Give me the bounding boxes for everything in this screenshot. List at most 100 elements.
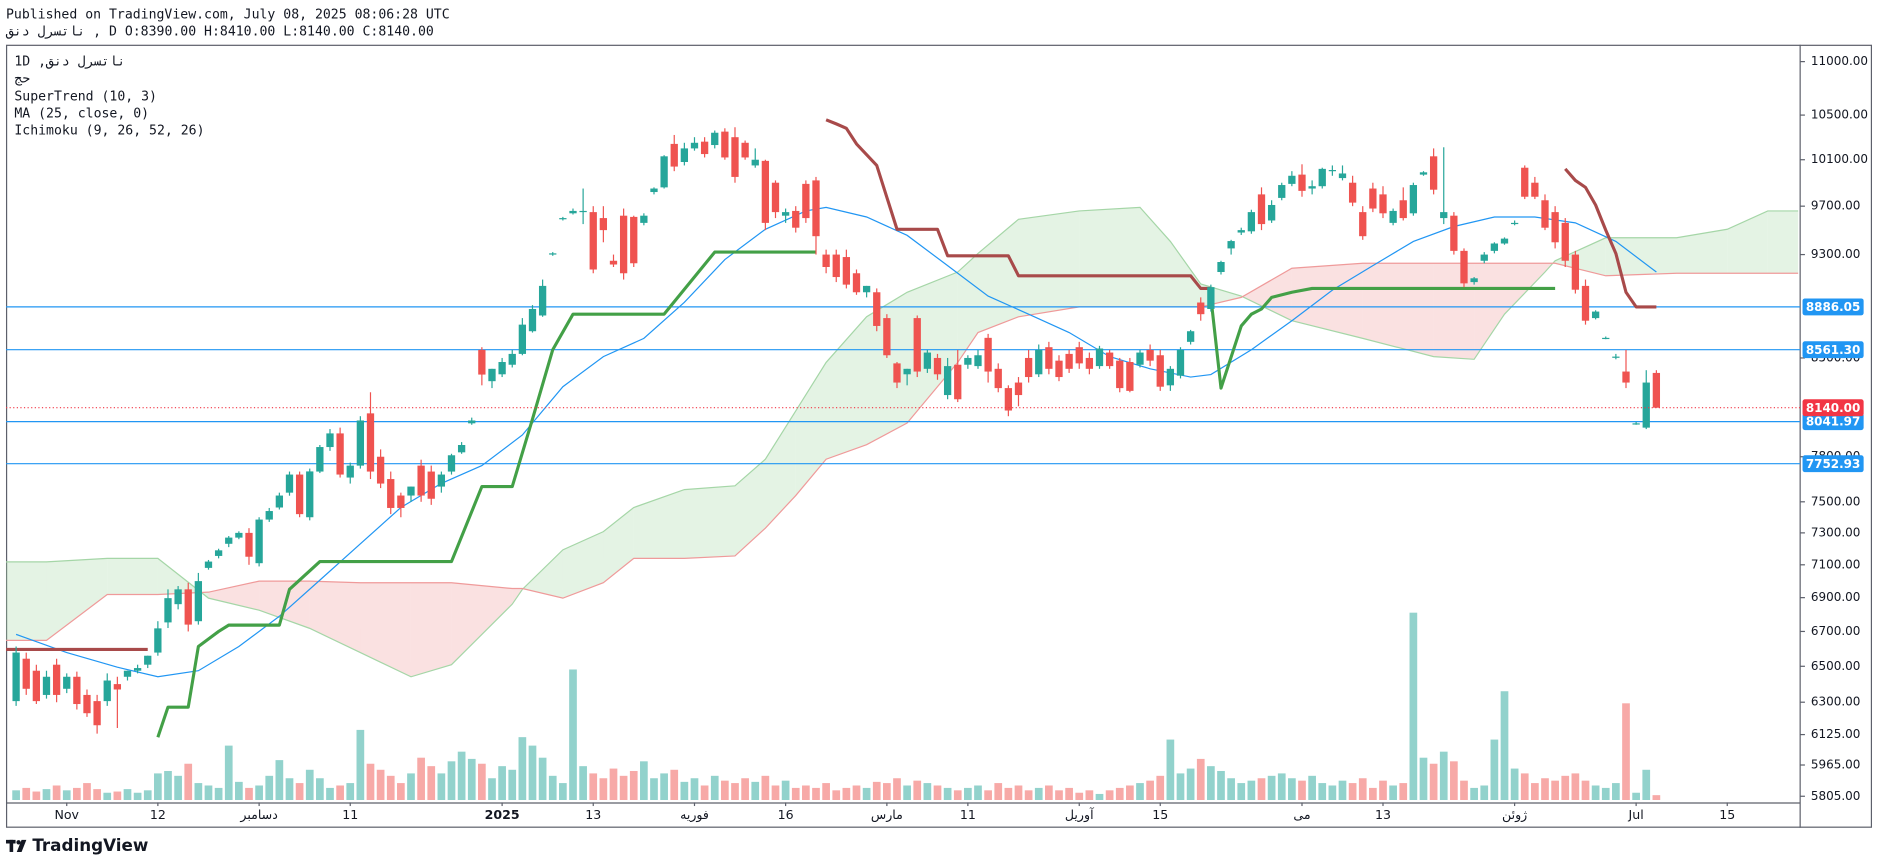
candle-body [1095,348,1104,367]
candle-body [1308,186,1316,189]
candle-body [852,273,861,293]
candle-body [417,465,425,496]
candle-body [1298,174,1306,191]
candle-body [356,420,365,466]
candle-body [376,456,385,484]
candle-body [1105,352,1114,367]
candle-body [1217,262,1225,273]
volume-bar [1358,778,1367,800]
cloud-fill [1241,268,1292,321]
cloud-fill [309,581,361,653]
volume-bar [346,783,355,800]
candle-body [589,212,597,270]
cloud-fill [46,558,108,641]
volume-bar [265,775,274,800]
cloud-fill [977,219,1019,333]
chart-border [5,44,1873,828]
candle-body [1460,250,1468,284]
candle-body [1156,355,1164,387]
volume-bar [1065,787,1073,800]
x-tick-label: فوریه [680,807,709,823]
candle-body [457,445,466,453]
brand-logo: TradingView [5,835,148,855]
candle-body [1531,182,1539,197]
plot-area [5,118,1801,800]
cloud-fill [1767,210,1799,274]
y-tick-label: 9700.00 [1811,199,1860,213]
candle-body [549,253,557,255]
volume-bar [1571,773,1580,800]
candle-body [225,537,233,544]
volume-bar [933,785,942,800]
candle-body [518,324,527,354]
brand-name: TradingView [32,835,148,855]
header-line: ناتسرل دنق , D O:8390.00 H:8410.00 L:814… [5,24,434,39]
candle-body [295,474,304,515]
volume-bar [1257,778,1266,800]
candle-body [1359,212,1367,237]
volume-bar [1196,758,1205,800]
x-tick-label: ژوئن [1502,807,1527,823]
candle-body [447,455,456,472]
candle-body [559,218,567,220]
level-box [1802,413,1864,431]
volume-bar [1217,770,1225,800]
volume-bar [1227,778,1235,800]
candle-body [245,532,253,557]
candle-body [52,664,61,695]
level-box [1802,455,1864,473]
volume-bar [862,787,871,800]
volume-bar [1490,739,1499,800]
candle-body [609,260,618,265]
x-tick-label: 12 [150,807,166,822]
candle-body [761,160,770,223]
volume-bar [690,778,699,800]
cloud-fill [1139,207,1171,307]
candle-body [903,368,911,375]
volume-bar [822,783,830,800]
supertrend-line [1564,167,1657,309]
candle-body [1055,360,1063,378]
axes: 11000.00 10500.00 10100.00 9700.00 9300.00 85… [54,54,1868,823]
candle-body [1065,353,1073,369]
volume-bar [761,775,770,800]
volume-bar [923,783,932,800]
volume-bar [224,745,233,800]
candle-body [73,676,81,705]
x-tick-label: دسامبر [239,807,277,823]
candle-body [83,694,91,714]
candle-body [1561,222,1569,261]
candle-body [1602,337,1610,340]
x-tick-label: 2025 [485,807,520,822]
candle-body [1045,347,1053,369]
volume-bar [812,787,820,800]
y-tick-label: 7300.00 [1811,525,1860,539]
candle-body [650,188,658,193]
candle-body [32,670,41,702]
x-tick-label: 15 [1719,807,1735,822]
volume-bar [680,781,689,800]
candle-body [1267,204,1276,221]
volume-bar [548,775,557,800]
volume-bar [579,766,587,800]
volume-bar [22,787,31,800]
volume-bar [245,787,253,800]
candle-body [1237,230,1245,233]
volume-bar [1277,773,1286,800]
volume-bar [771,785,780,800]
candle-body [883,318,891,356]
legend-ichimoku: Ichimoku (9, 26, 52, 26) [14,123,204,138]
volume-bar [1207,766,1215,800]
candle-body [275,495,284,508]
volume-bar [883,783,891,800]
candle-body [812,180,820,237]
candle-body [1166,368,1175,386]
x-tick-label: می [1293,807,1310,822]
volume-bar [164,770,172,800]
x-tick-label: Jul [1628,807,1644,822]
x-tick-label: آوریل [1065,807,1094,823]
volume-bar [1085,790,1094,800]
candle-body [721,131,729,158]
volume-bar [407,773,415,800]
candle-body [640,215,648,223]
